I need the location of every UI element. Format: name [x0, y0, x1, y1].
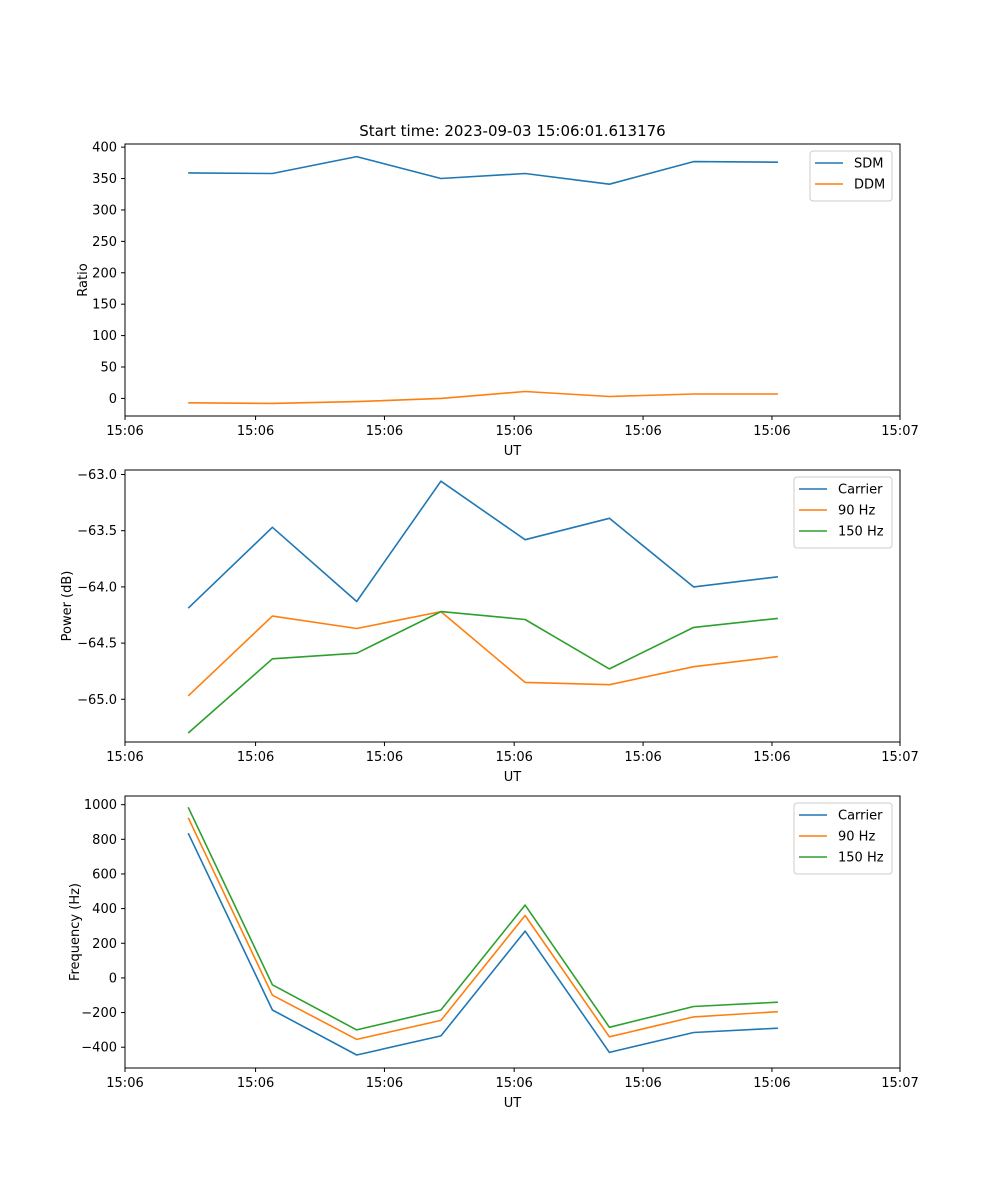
ratio-series-ddm-line — [188, 390, 778, 405]
ratio-panel: 15:06 15:06 15:06 15:06 15:06 15:06 15:07 0 50 10… — [76, 141, 919, 459]
ratio-x-tick-label: 15:06 — [495, 424, 532, 439]
ratio-y-tick-label: 300 — [92, 203, 117, 218]
ratio-x-tick-label: 15:07 — [881, 424, 918, 439]
power-series-carrier-line — [187, 480, 778, 609]
frequency-series-90-hz-line — [187, 817, 778, 1041]
frequency-x-tick-label: 15:06 — [366, 1076, 403, 1091]
ratio-legend-label-sdm: SDM — [854, 157, 883, 172]
frequency-x-tick-label: 15:06 — [106, 1076, 143, 1091]
frequency-series-carrier-line — [187, 832, 778, 1056]
figure-title: Start time: 2023-09-03 15:06:01.613176 — [359, 122, 665, 140]
ratio-y-tick-label: 250 — [92, 235, 117, 250]
ratio-x-axis-label: UT — [504, 444, 522, 459]
power-y-axis-label: Power (dB) — [60, 571, 75, 642]
frequency-y-tick-label: 400 — [92, 902, 117, 917]
frequency-panel: 15:06 15:06 15:06 15:06 15:06 15:06 15:07 −400 −… — [68, 795, 919, 1111]
ratio-x-tick-label: 15:06 — [237, 424, 274, 439]
frequency-axes-frame — [124, 795, 901, 1069]
power-series-150-hz-line — [187, 610, 778, 734]
power-y-tick-label: −63.0 — [77, 468, 117, 483]
ratio-y-tick-label: 150 — [92, 298, 117, 313]
frequency-x-tick-label: 15:06 — [495, 1076, 532, 1091]
frequency-x-tick-label: 15:06 — [753, 1076, 790, 1091]
frequency-x-tick-label: 15:06 — [237, 1076, 274, 1091]
frequency-y-tick-label: 600 — [92, 867, 117, 882]
frequency-legend-label-90-hz: 90 Hz — [838, 830, 875, 845]
frequency-y-tick-label: 200 — [92, 937, 117, 952]
frequency-y-tick-label: 0 — [109, 971, 117, 986]
power-x-tick-label: 15:06 — [624, 750, 661, 765]
frequency-x-tick-label: 15:07 — [881, 1076, 918, 1091]
frequency-y-tick-label: 800 — [92, 833, 117, 848]
ratio-series-sdm-line — [188, 155, 778, 185]
power-x-tick-label: 15:06 — [237, 750, 274, 765]
power-legend-label-90-hz: 90 Hz — [838, 504, 875, 519]
power-legend-label-carrier: Carrier — [838, 483, 883, 498]
power-series-90-hz-line — [187, 610, 778, 697]
ratio-x-tick-label: 15:06 — [753, 424, 790, 439]
ratio-y-tick-label: 200 — [92, 266, 117, 281]
ratio-y-tick-label: 400 — [92, 141, 117, 156]
frequency-y-tick-label: −400 — [81, 1041, 117, 1056]
power-x-tick-label: 15:06 — [366, 750, 403, 765]
ratio-y-tick-label: 100 — [92, 329, 117, 344]
power-x-tick-label: 15:06 — [753, 750, 790, 765]
power-x-tick-label: 15:06 — [106, 750, 143, 765]
ratio-y-tick-label: 0 — [109, 392, 117, 407]
power-x-axis-label: UT — [504, 770, 522, 785]
frequency-y-tick-label: −200 — [81, 1006, 117, 1021]
power-panel: 15:06 15:06 15:06 15:06 15:06 15:06 15:07 −65.0… — [60, 468, 919, 785]
power-legend-label-150-hz: 150 Hz — [838, 525, 884, 540]
ratio-y-tick-label: 350 — [92, 172, 117, 187]
frequency-series-150-hz-line — [187, 806, 778, 1031]
power-y-tick-label: −63.5 — [77, 524, 117, 539]
ratio-y-axis-label: Ratio — [76, 263, 91, 296]
ratio-legend-label-ddm: DDM — [854, 178, 885, 193]
ratio-x-tick-label: 15:06 — [366, 424, 403, 439]
ratio-x-tick-label: 15:06 — [624, 424, 661, 439]
frequency-legend-label-150-hz: 150 Hz — [838, 851, 884, 866]
frequency-x-axis-label: UT — [504, 1096, 522, 1111]
ratio-x-tick-label: 15:06 — [106, 424, 143, 439]
power-x-tick-label: 15:07 — [881, 750, 918, 765]
power-y-tick-label: −64.5 — [77, 637, 117, 652]
frequency-y-tick-label: 1000 — [84, 798, 117, 813]
ratio-axes-frame — [124, 143, 901, 417]
frequency-legend-label-carrier: Carrier — [838, 809, 883, 824]
frequency-y-axis-label: Frequency (Hz) — [68, 883, 83, 981]
frequency-x-tick-label: 15:06 — [624, 1076, 661, 1091]
power-y-tick-label: −64.0 — [77, 580, 117, 595]
power-x-tick-label: 15:06 — [495, 750, 532, 765]
power-axes-frame — [124, 469, 901, 743]
power-y-tick-label: −65.0 — [77, 693, 117, 708]
ratio-y-tick-label: 50 — [100, 361, 117, 376]
